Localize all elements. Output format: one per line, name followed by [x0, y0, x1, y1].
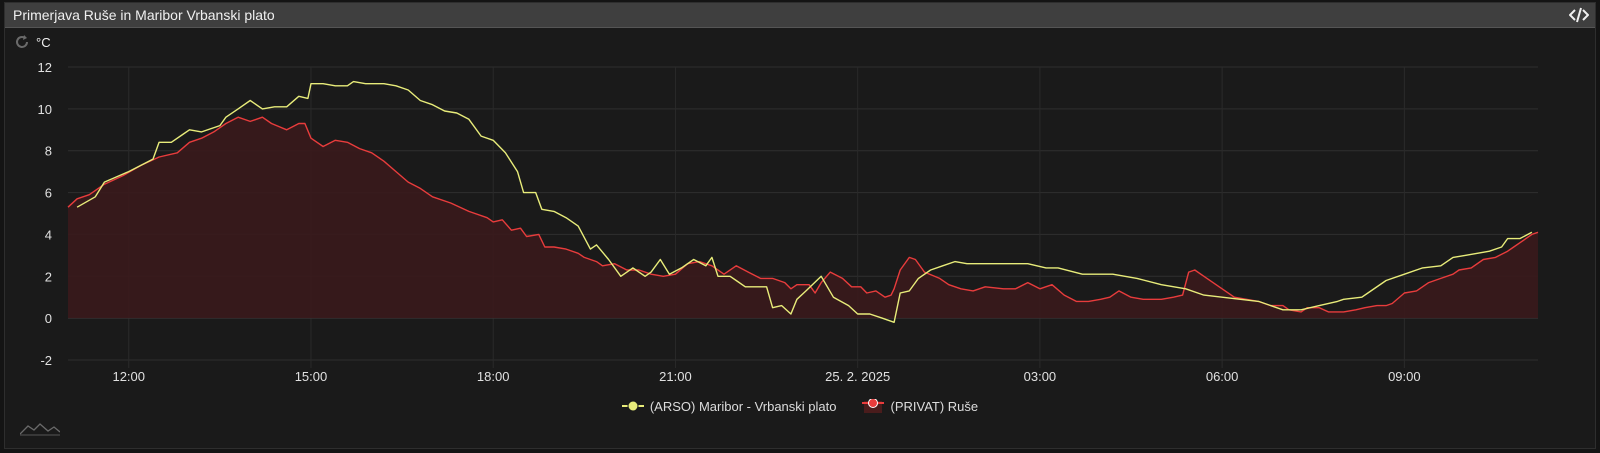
chart-legend: (ARSO) Maribor - Vrbanski plato (PRIVAT)… [0, 396, 1600, 416]
y-tick-label: 12 [38, 60, 52, 75]
code-icon[interactable] [1568, 6, 1590, 24]
legend-marker-arso [621, 400, 644, 412]
y-tick-label: 0 [45, 311, 52, 326]
x-tick-label: 18:00 [477, 369, 510, 384]
legend-item-ruse[interactable]: (PRIVAT) Ruše [862, 396, 978, 416]
legend-label-ruse: (PRIVAT) Ruše [890, 398, 979, 414]
y-tick-label: 4 [45, 227, 52, 242]
x-tick-label: 03:00 [1024, 369, 1057, 384]
series-area-1 [68, 117, 1538, 319]
x-tick-label: 15:00 [295, 369, 328, 384]
y-axis-unit: °C [36, 35, 51, 50]
x-tick-label: 21:00 [659, 369, 692, 384]
legend-marker-ruse [862, 399, 885, 413]
panel-title: Primerjava Ruše in Maribor Vrbanski plat… [13, 7, 275, 23]
y-tick-label: 10 [38, 102, 52, 117]
x-tick-label: 25. 2. 2025 [825, 369, 890, 384]
y-tick-label: -2 [40, 353, 52, 368]
series-line-0 [76, 80, 1533, 323]
legend-label-arso: (ARSO) Maribor - Vrbanski plato [649, 398, 837, 414]
x-tick-label: 09:00 [1388, 369, 1421, 384]
panel-titlebar: Primerjava Ruše in Maribor Vrbanski plat… [5, 3, 1595, 28]
x-tick-label: 06:00 [1206, 369, 1239, 384]
sparkline-icon [20, 423, 60, 436]
refresh-icon[interactable] [14, 34, 30, 50]
x-tick-label: 12:00 [112, 369, 145, 384]
y-tick-label: 2 [45, 269, 52, 284]
y-tick-label: 8 [45, 144, 52, 159]
legend-item-arso[interactable]: (ARSO) Maribor - Vrbanski plato [621, 396, 837, 416]
y-tick-label: 6 [45, 186, 52, 201]
